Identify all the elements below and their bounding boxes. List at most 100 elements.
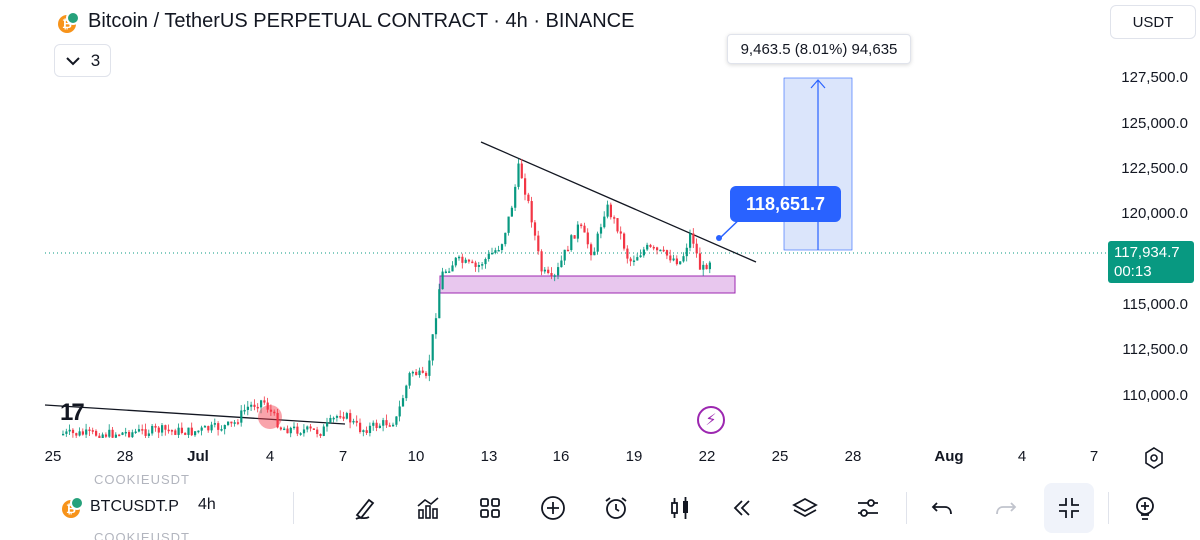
redo-icon	[988, 490, 1024, 526]
candle-body	[586, 232, 589, 245]
settings-sliders-icon[interactable]	[850, 490, 886, 526]
candle-body	[322, 426, 325, 436]
lightning-icon[interactable]: ⚡	[697, 406, 725, 434]
candle-body	[65, 431, 68, 434]
candle-body	[656, 247, 659, 251]
candle-body	[335, 416, 339, 418]
candle-body	[454, 257, 457, 266]
indicators-icon[interactable]	[410, 490, 446, 526]
candle-body	[527, 194, 530, 202]
candle-body	[603, 216, 606, 228]
candle-body	[481, 264, 484, 266]
candle-body	[233, 422, 236, 424]
layers-icon[interactable]	[787, 490, 823, 526]
price-tick: 127,500.0	[1121, 69, 1188, 86]
time-tick: 7	[1089, 448, 1099, 465]
alert-icon[interactable]	[598, 490, 634, 526]
undo-icon[interactable]	[924, 490, 960, 526]
candle-body	[444, 271, 447, 274]
bottom-toolbar: COOKIEUSDT COOKIEUSDT ₿ BTCUSDT.P 4h	[0, 472, 1200, 540]
candle-body	[570, 235, 573, 251]
candle-body	[388, 425, 391, 427]
candle-body	[289, 427, 292, 434]
chart-title[interactable]: ₿ Bitcoin / TetherUS PERPETUAL CONTRACT …	[58, 10, 634, 33]
candle-body	[441, 271, 444, 290]
candle-body	[590, 244, 593, 256]
candle-body	[306, 426, 309, 430]
candle-body	[154, 425, 157, 428]
time-tick: 16	[552, 448, 570, 465]
candle-body	[649, 244, 652, 247]
candle-body	[632, 260, 636, 262]
collapse-indicators-button[interactable]: 3	[54, 44, 111, 77]
candle-body	[118, 434, 121, 437]
candle-body	[698, 253, 702, 270]
candle-body	[434, 318, 438, 335]
candle-body	[560, 260, 563, 268]
candle-body	[293, 426, 296, 429]
time-tick: 25	[771, 448, 789, 465]
candle-body	[362, 430, 365, 433]
candle-body	[689, 233, 692, 248]
candle-body	[500, 244, 504, 251]
candle-body	[174, 430, 177, 435]
candle-body	[593, 251, 596, 256]
add-icon[interactable]	[535, 490, 571, 526]
candle-body	[372, 422, 375, 426]
candle-body	[474, 262, 477, 267]
price-bubble-anchor	[716, 235, 722, 241]
candle-body	[91, 430, 94, 432]
candle-body	[497, 250, 500, 252]
candle-body	[563, 249, 566, 261]
price-chart[interactable]	[0, 0, 1200, 478]
candle-body	[636, 257, 639, 261]
candle-body	[606, 204, 609, 217]
candle-body	[695, 243, 698, 254]
descending-trendline	[480, 141, 757, 263]
time-tick: Jul	[187, 448, 209, 465]
candle-body	[276, 412, 279, 428]
support-zone	[439, 275, 736, 294]
candle-body	[269, 409, 273, 412]
time-tick: 22	[698, 448, 716, 465]
candle-body	[395, 416, 398, 425]
candle-body	[312, 428, 315, 430]
candle-body	[543, 269, 546, 272]
btc-usdt-logo-icon: ₿	[58, 10, 80, 33]
candle-body	[448, 271, 451, 273]
candle-body	[378, 425, 381, 429]
currency-button[interactable]: USDT	[1110, 5, 1196, 39]
candle-body	[659, 249, 662, 252]
draw-icon[interactable]	[347, 490, 383, 526]
candle-body	[207, 426, 210, 431]
chart-settings-icon[interactable]	[1142, 446, 1166, 470]
candle-body	[530, 201, 533, 223]
candle-body	[88, 429, 91, 432]
bar-countdown: 00:13	[1114, 263, 1152, 280]
symbol-selector[interactable]: ₿ BTCUSDT.P	[62, 496, 179, 518]
layouts-icon[interactable]	[472, 490, 508, 526]
candle-body	[619, 231, 622, 234]
price-bubble[interactable]: 118,651.7	[730, 186, 841, 222]
candle-body	[121, 432, 124, 435]
candle-body	[491, 252, 494, 255]
candle-body	[507, 216, 510, 233]
replay-icon[interactable]	[723, 490, 759, 526]
chart-type-icon[interactable]	[662, 490, 698, 526]
collapse-icon[interactable]	[1044, 483, 1094, 533]
measure-label: 9,463.5 (8.01%) 94,635	[727, 34, 911, 64]
candle-body	[665, 250, 669, 256]
candle-body	[263, 400, 266, 403]
interval-selector[interactable]: 4h	[198, 496, 216, 513]
candle-body	[203, 426, 207, 428]
candle-body	[685, 247, 688, 257]
candle-body	[533, 222, 537, 236]
candle-body	[580, 224, 583, 227]
add-alert-icon[interactable]	[1127, 490, 1163, 526]
candle-body	[342, 416, 345, 419]
lower-trendline	[44, 404, 346, 425]
price-tick: 115,000.0	[1122, 296, 1188, 313]
candle-body	[504, 232, 507, 245]
candle-body	[302, 429, 306, 434]
candle-body	[623, 233, 626, 249]
